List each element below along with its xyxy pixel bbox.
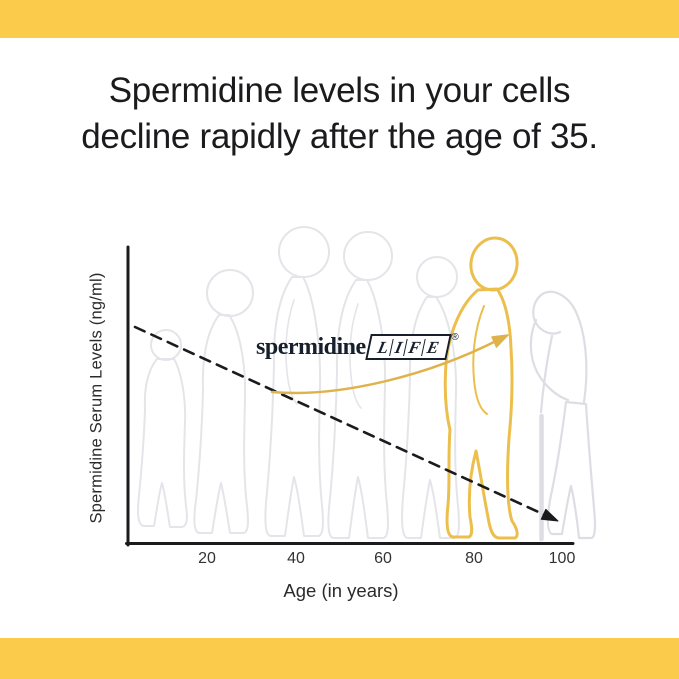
figure-adult-silhouette <box>327 231 393 539</box>
figure-elderly-cane-silhouette <box>529 290 597 542</box>
x-axis-label: Age (in years) <box>283 580 399 601</box>
x-tick-20: 20 <box>198 550 216 567</box>
boost-arrow-curve <box>270 334 509 395</box>
registered-trademark-icon: ® <box>451 331 459 343</box>
figure-teen-silhouette <box>264 226 330 537</box>
page-title-line1: Spermidine levels in your cells <box>108 71 571 110</box>
page-title: Spermidine levels in your cells decline … <box>0 68 679 160</box>
brand-logo-prefix: spermidine <box>256 334 366 360</box>
decline-arrowhead-icon <box>540 508 559 522</box>
y-axis-label: Spermidine Serum Levels (ng/ml) <box>87 272 106 524</box>
x-tick-60: 60 <box>374 550 392 567</box>
brand-logo-life-box: L I F E <box>364 334 452 360</box>
x-tick-100: 100 <box>548 550 576 567</box>
boost-arrowhead-icon <box>491 334 509 348</box>
brand-logo: spermidine L I F E ® <box>256 331 459 360</box>
top-accent-bar <box>0 0 679 38</box>
bottom-accent-bar <box>0 638 679 679</box>
figure-toddler-silhouette <box>137 329 188 528</box>
figure-child-silhouette <box>193 269 254 534</box>
figure-senior-highlighted-silhouette <box>443 236 519 540</box>
figure-middle-aged-silhouette <box>401 256 460 539</box>
logo-letter-e: E <box>425 337 441 357</box>
x-tick-40: 40 <box>287 550 305 567</box>
page-title-line2: decline rapidly after the age of 35. <box>81 117 598 156</box>
x-tick-80: 80 <box>465 550 483 567</box>
decline-dashed-line <box>133 325 559 522</box>
